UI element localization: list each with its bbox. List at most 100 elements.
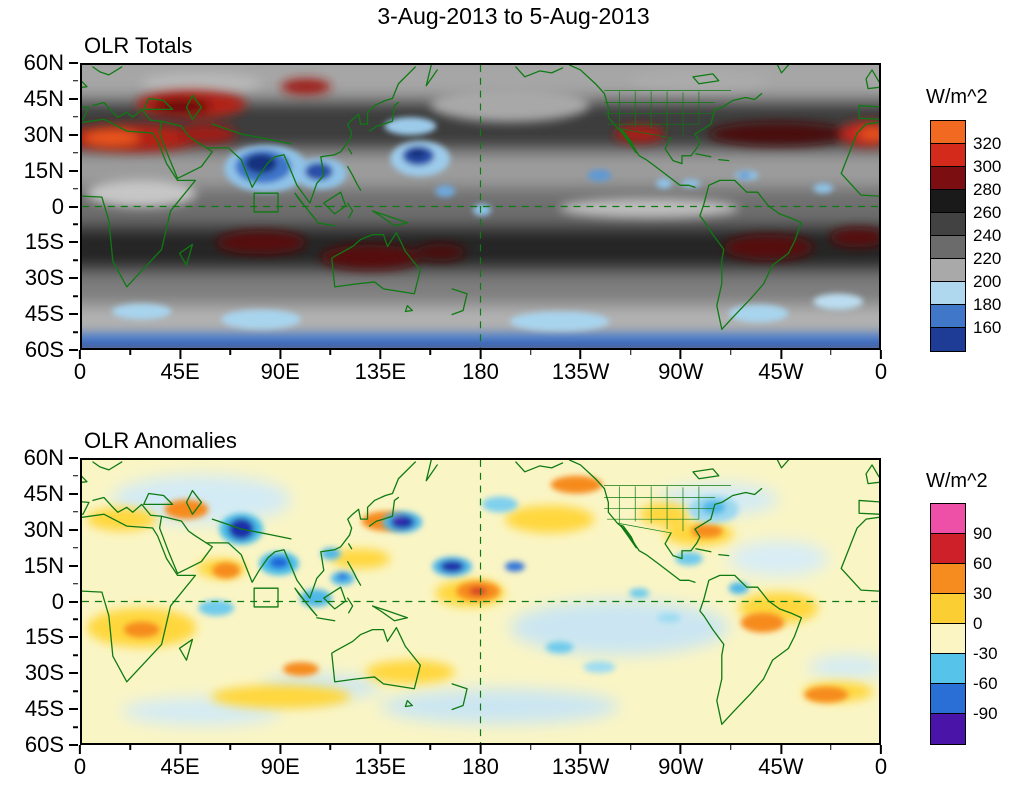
minor-tick bbox=[830, 350, 832, 355]
colorbar-segment bbox=[931, 190, 965, 213]
lat-tick-15S: 15S bbox=[25, 626, 78, 648]
colorbar-segment bbox=[931, 504, 965, 534]
minor-tick bbox=[830, 745, 832, 750]
lon-tick-180: 180 bbox=[462, 350, 499, 383]
minor-tick bbox=[629, 350, 632, 355]
minor-tick bbox=[329, 745, 332, 750]
lon-tick-135W: 135W bbox=[552, 745, 609, 778]
lon-tick-45W: 45W bbox=[758, 745, 804, 778]
totals-lat-axis: 60N 45N 30N 15N 0 15S 30S 45S 60S bbox=[0, 52, 78, 361]
colorbar-label: 240 bbox=[973, 226, 1002, 245]
lat-tick-60S: 60S bbox=[25, 339, 78, 361]
minor-tick bbox=[73, 116, 78, 118]
figure-title: 3-Aug-2013 to 5-Aug-2013 bbox=[377, 3, 650, 29]
minor-tick bbox=[73, 475, 78, 477]
colorbar-label: 90 bbox=[973, 524, 992, 543]
lon-tick-90E: 90E bbox=[261, 350, 300, 383]
colorbar-segment bbox=[931, 144, 965, 167]
lon-tick-90W: 90W bbox=[658, 350, 703, 383]
minor-tick bbox=[229, 350, 231, 355]
totals-lon-axis: 0 45E 90E 135E 180 135W 90W 45W 0 bbox=[74, 350, 887, 390]
minor-tick bbox=[529, 350, 532, 355]
colorbar-segment bbox=[931, 167, 965, 190]
minor-tick bbox=[730, 350, 732, 355]
lon-tick-135E: 135E bbox=[355, 350, 406, 383]
lat-tick-60N: 60N bbox=[24, 447, 78, 469]
colorbar-label: 320 bbox=[973, 134, 1002, 153]
colorbar-segment bbox=[931, 654, 965, 684]
olr-anomalies-map bbox=[82, 460, 879, 743]
anomalies-colorbar: 90 60 30 0 -30 -60 -90 bbox=[930, 503, 998, 745]
lat-tick-30S: 30S bbox=[25, 662, 78, 684]
lon-tick-135E: 135E bbox=[355, 745, 406, 778]
minor-tick bbox=[629, 745, 632, 750]
lat-tick-30S: 30S bbox=[25, 267, 78, 289]
minor-tick bbox=[329, 350, 332, 355]
totals-colorbar: 320 300 280 260 240 220 200 180 160 bbox=[930, 120, 1001, 352]
colorbar-segment bbox=[931, 534, 965, 564]
minor-tick bbox=[73, 223, 78, 226]
lat-tick-45N: 45N bbox=[24, 87, 78, 110]
lat-tick-45S: 45S bbox=[25, 303, 78, 325]
colorbar-segment bbox=[931, 236, 965, 259]
minor-tick bbox=[73, 618, 78, 621]
lon-tick-90E: 90E bbox=[261, 745, 300, 778]
lat-tick-15N: 15N bbox=[24, 554, 78, 577]
anomalies-lat-axis: 60N 45N 30N 15N 0 15S 30S 45S 60S bbox=[0, 447, 78, 756]
lon-tick-0: 0 bbox=[875, 745, 887, 778]
colorbar-segment bbox=[931, 305, 965, 328]
minor-tick bbox=[529, 745, 532, 750]
lat-tick-30N: 30N bbox=[24, 123, 78, 146]
minor-tick bbox=[129, 745, 131, 750]
minor-tick bbox=[73, 151, 78, 154]
minor-tick bbox=[73, 331, 78, 333]
colorbar-segment bbox=[931, 594, 965, 624]
totals-map-frame bbox=[80, 63, 881, 350]
colorbar-label: 280 bbox=[973, 180, 1002, 199]
minor-tick bbox=[229, 745, 231, 750]
minor-tick bbox=[73, 259, 78, 262]
minor-tick bbox=[73, 654, 78, 657]
lon-tick-180: 180 bbox=[462, 745, 499, 778]
colorbar-label: 60 bbox=[973, 554, 992, 573]
lat-tick-15N: 15N bbox=[24, 159, 78, 182]
colorbar-label: 260 bbox=[973, 203, 1002, 222]
totals-colorbar-units: W/m^2 bbox=[926, 86, 988, 108]
lon-tick-0: 0 bbox=[74, 745, 86, 778]
anomalies-lon-axis: 0 45E 90E 135E 180 135W 90W 45W 0 bbox=[74, 745, 887, 785]
colorbar-segment bbox=[931, 259, 965, 282]
anomalies-map-frame bbox=[80, 458, 881, 745]
colorbar-segment bbox=[931, 684, 965, 714]
colorbar-segment bbox=[931, 714, 965, 744]
colorbar-label: -90 bbox=[973, 704, 998, 723]
lon-tick-135W: 135W bbox=[552, 350, 609, 383]
colorbar-label: -60 bbox=[973, 674, 998, 693]
lat-tick-0: 0 bbox=[52, 195, 78, 218]
colorbar-label: 300 bbox=[973, 157, 1002, 176]
anomalies-colorbar-units: W/m^2 bbox=[926, 470, 988, 492]
minor-tick bbox=[73, 546, 78, 549]
lon-tick-0: 0 bbox=[875, 350, 887, 383]
totals-panel-title: OLR Totals bbox=[84, 33, 193, 58]
lon-tick-90W: 90W bbox=[658, 745, 703, 778]
colorbar-label: -30 bbox=[973, 644, 998, 663]
colorbar-label: 200 bbox=[973, 272, 1002, 291]
minor-tick bbox=[129, 350, 131, 355]
lat-tick-60N: 60N bbox=[24, 52, 78, 74]
anomalies-orange-blobs bbox=[123, 475, 849, 703]
colorbar-label: 220 bbox=[973, 249, 1002, 268]
lon-tick-45E: 45E bbox=[161, 350, 200, 383]
minor-tick bbox=[429, 350, 432, 355]
colorbar-label: 0 bbox=[973, 614, 983, 633]
lon-tick-45E: 45E bbox=[161, 745, 200, 778]
lon-tick-45W: 45W bbox=[758, 350, 804, 383]
colorbar-segment bbox=[931, 564, 965, 594]
colorbar-segment bbox=[931, 282, 965, 305]
lat-tick-15S: 15S bbox=[25, 231, 78, 253]
minor-tick bbox=[73, 726, 78, 728]
lon-tick-0: 0 bbox=[74, 350, 86, 383]
lat-tick-30N: 30N bbox=[24, 518, 78, 541]
colorbar-label: 160 bbox=[973, 318, 1002, 337]
colorbar-segment bbox=[931, 121, 965, 144]
